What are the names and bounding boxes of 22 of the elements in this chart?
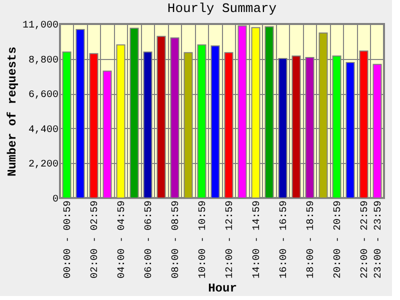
y-tick-label: 6,600: [28, 90, 58, 102]
y-tick-label: 2,200: [28, 160, 58, 171]
x-tick-label: 12:00 - 12:59: [224, 200, 236, 279]
x-tick-label: 20:00 - 20:59: [332, 200, 344, 279]
x-tick-label: 04:00 - 04:59: [116, 200, 128, 279]
x-tick-label: 23:00 - 23:59: [373, 200, 384, 279]
y-tick-label: 4,400: [28, 124, 58, 136]
chart-title: Hourly Summary: [167, 1, 277, 16]
x-tick-label: 16:00 - 16:59: [278, 200, 290, 279]
x-tick-label: 00:00 - 00:59: [62, 200, 74, 279]
x-axis-title: Hour: [208, 282, 237, 296]
y-tick-label: 11,000: [22, 20, 58, 32]
y-tick-label: 0: [52, 194, 58, 206]
y-axis-title: Number of requests: [5, 46, 20, 176]
x-tick-label: 10:00 - 10:59: [198, 200, 209, 279]
x-tick-label: 08:00 - 08:59: [170, 200, 182, 279]
y-tick-label: 8,800: [28, 55, 58, 66]
x-tick-label: 06:00 - 06:59: [144, 200, 155, 279]
x-tick-label: 14:00 - 14:59: [252, 200, 263, 279]
x-tick-label: 22:00 - 22:59: [360, 200, 371, 279]
x-tick-label: 02:00 - 02:59: [90, 200, 101, 279]
x-tick-label: 18:00 - 18:59: [306, 200, 317, 279]
